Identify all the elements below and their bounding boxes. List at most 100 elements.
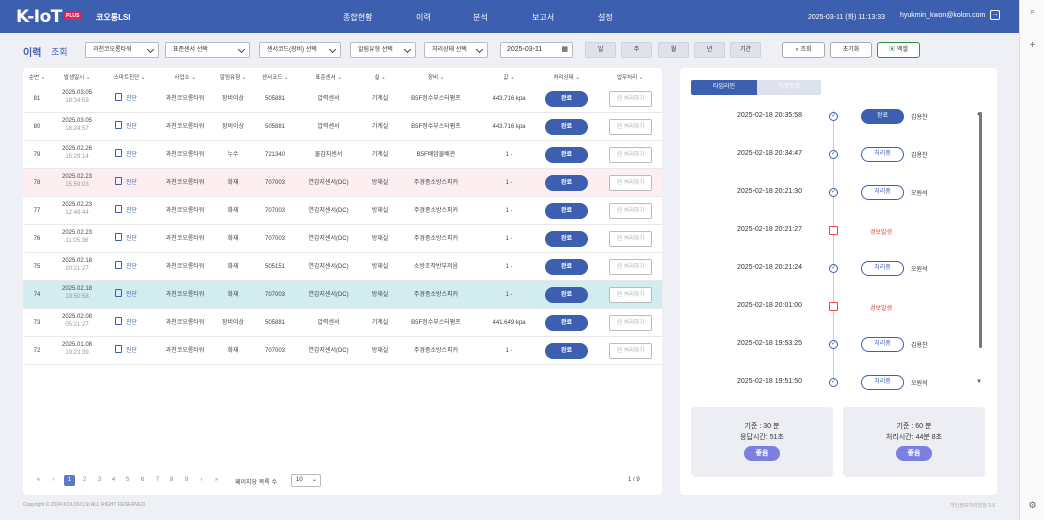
page-2[interactable]: 2 — [82, 477, 87, 483]
alarm-type-select[interactable]: 알림유형 선택 — [350, 42, 416, 58]
reset-button[interactable]: 초기화 — [830, 42, 872, 58]
page-8[interactable]: 8 — [169, 477, 174, 483]
timeline-status-badge[interactable]: 완료 — [861, 109, 904, 124]
col-diagnosis[interactable]: 스마트진단 — [107, 72, 152, 84]
prev-page-icon[interactable]: ‹ — [52, 477, 55, 483]
status-badge[interactable]: 완료 — [545, 119, 588, 135]
add-icon[interactable]: + — [1029, 40, 1036, 51]
process-button[interactable]: ▤ 처리하기 — [609, 343, 652, 359]
process-button[interactable]: ▤ 처리하기 — [609, 287, 652, 303]
col-value[interactable]: 값 — [477, 72, 541, 84]
logout-icon[interactable]: → — [990, 10, 1000, 20]
page-7[interactable]: 7 — [155, 477, 160, 483]
table-row[interactable]: 81 2025.03.05 18:34:59 진단 과천코오롱타워 장비이상 505881 압… — [23, 85, 662, 113]
table-row[interactable]: 78 2025.02.23 15:59:03 진단 과천코오롱타워 화재 707003 연감지… — [23, 169, 662, 197]
col-no[interactable]: 순번 — [23, 72, 51, 84]
col-status[interactable]: 처리상태 — [545, 72, 588, 84]
building-select[interactable]: 과천코오롱타워 — [85, 42, 159, 58]
col-alarm-type[interactable]: 알림유형 — [212, 72, 254, 84]
process-button[interactable]: ▤ 처리하기 — [609, 147, 652, 163]
col-device[interactable]: 장비 — [401, 72, 471, 84]
nav-analysis[interactable]: 분석 — [473, 13, 488, 22]
status-badge[interactable]: 완료 — [545, 231, 588, 247]
sensor-code-select[interactable]: 센서코드(장비) 선택 — [259, 42, 341, 58]
table-row[interactable]: 74 2025.02.18 19:50:58 진단 과천코오롱타워 화재 707003 연감지… — [23, 281, 662, 309]
timeline-status-badge[interactable]: 처리중 — [861, 147, 904, 162]
last-page-icon[interactable]: » — [214, 477, 219, 483]
diagnosis-link[interactable]: 진단 — [115, 197, 155, 225]
nav-report[interactable]: 보고서 — [532, 13, 555, 22]
timeline-scrollbar[interactable] — [979, 112, 982, 348]
scroll-down-icon[interactable]: ▼ — [976, 379, 982, 385]
page-6[interactable]: 6 — [140, 477, 145, 483]
table-row[interactable]: 76 2025.02.23 11:05:36 진단 과천코오롱타워 화재 707003 연감지… — [23, 225, 662, 253]
status-badge[interactable]: 완료 — [545, 147, 588, 163]
process-status-select[interactable]: 처리상태 선택 — [424, 42, 488, 58]
period-week-button[interactable]: 주 — [621, 42, 652, 58]
search-button[interactable]: ⌕ 조회 — [782, 42, 825, 58]
timeline-status-badge[interactable]: 처리중 — [861, 185, 904, 200]
status-badge[interactable]: 완료 — [545, 91, 588, 107]
tab-tickets[interactable]: 티켓조회 — [757, 80, 821, 95]
excel-button[interactable]: ▣ 엑셀 — [877, 42, 920, 58]
col-sensor-code[interactable]: 센서코드 — [256, 72, 294, 84]
tab-timeline[interactable]: 타임라인 — [691, 80, 757, 95]
gear-icon[interactable]: ⚙ — [1028, 500, 1037, 510]
sensor-type-select[interactable]: 표준센서 선택 — [165, 42, 250, 58]
diagnosis-link[interactable]: 진단 — [115, 309, 155, 337]
timeline-status-badge[interactable]: 처리중 — [861, 261, 904, 276]
diagnosis-link[interactable]: 진단 — [115, 85, 155, 113]
process-button[interactable]: ▤ 처리하기 — [609, 315, 652, 331]
process-button[interactable]: ▤ 처리하기 — [609, 119, 652, 135]
diagnosis-link[interactable]: 진단 — [115, 141, 155, 169]
table-row[interactable]: 75 2025.02.18 20:21:27 진단 과천코오롱타워 화재 505151 연감지… — [23, 253, 662, 281]
page-3[interactable]: 3 — [97, 477, 102, 483]
diagnosis-link[interactable]: 진단 — [115, 337, 155, 365]
date-field[interactable]: 2025-03-11 ▦ — [500, 42, 573, 58]
process-button[interactable]: ▤ 처리하기 — [609, 175, 652, 191]
nav-history[interactable]: 이력 — [416, 13, 431, 22]
col-action[interactable]: 업무처리 — [606, 72, 654, 84]
calendar-icon[interactable]: ▦ — [561, 46, 568, 53]
process-button[interactable]: ▤ 처리하기 — [609, 259, 652, 275]
diagnosis-link[interactable]: 진단 — [115, 253, 155, 281]
scroll-up-icon[interactable]: ▲ — [976, 111, 982, 117]
footer-link[interactable]: 개인정보처리방침 3.6 — [950, 503, 996, 509]
period-year-button[interactable]: 년 — [694, 42, 725, 58]
status-badge[interactable]: 완료 — [545, 259, 588, 275]
status-badge[interactable]: 완료 — [545, 287, 588, 303]
period-range-button[interactable]: 기간 — [730, 42, 761, 58]
table-row[interactable]: 77 2025.02.23 12:48:44 진단 과천코오롱타워 화재 707003 연감지… — [23, 197, 662, 225]
nav-dashboard[interactable]: 종합현황 — [343, 13, 373, 22]
diagnosis-link[interactable]: 진단 — [115, 169, 155, 197]
diagnosis-link[interactable]: 진단 — [115, 113, 155, 141]
page-4[interactable]: 4 — [111, 477, 116, 483]
nav-settings[interactable]: 설정 — [598, 13, 613, 22]
timeline-status-badge[interactable]: 처리중 — [861, 375, 904, 390]
period-month-button[interactable]: 월 — [658, 42, 689, 58]
rows-per-page-select[interactable]: 10 ⌄ — [291, 474, 321, 487]
table-row[interactable]: 72 2025.01.08 19:23:39 진단 과천코오롱타워 화재 707003 연감지… — [23, 337, 662, 365]
col-datetime[interactable]: 발생일시 — [52, 72, 102, 84]
process-button[interactable]: ▤ 처리하기 — [609, 91, 652, 107]
period-day-button[interactable]: 일 — [585, 42, 616, 58]
status-badge[interactable]: 완료 — [545, 315, 588, 331]
status-badge[interactable]: 완료 — [545, 203, 588, 219]
process-button[interactable]: ▤ 처리하기 — [609, 203, 652, 219]
status-badge[interactable]: 완료 — [545, 343, 588, 359]
page-1[interactable]: 1 — [64, 475, 75, 486]
col-sensor[interactable]: 표준센서 — [301, 72, 356, 84]
table-row[interactable]: 80 2025.03.05 18:24:57 진단 과천코오롱타워 장비이상 505881 압… — [23, 113, 662, 141]
col-room[interactable]: 실 — [366, 72, 394, 84]
diagnosis-link[interactable]: 진단 — [115, 281, 155, 309]
process-button[interactable]: ▤ 처리하기 — [609, 231, 652, 247]
first-page-icon[interactable]: « — [36, 477, 41, 483]
page-9[interactable]: 9 — [184, 477, 189, 483]
next-page-icon[interactable]: › — [200, 477, 203, 483]
table-row[interactable]: 73 2025.02.08 05:21:27 진단 과천코오롱타워 장비이상 505881 압… — [23, 309, 662, 337]
status-badge[interactable]: 완료 — [545, 175, 588, 191]
table-row[interactable]: 79 2025.02.26 15:29:14 진단 과천코오롱타워 누수 721340 물감지… — [23, 141, 662, 169]
diagnosis-link[interactable]: 진단 — [115, 225, 155, 253]
timeline-status-badge[interactable]: 처리중 — [861, 337, 904, 352]
page-5[interactable]: 5 — [125, 477, 130, 483]
